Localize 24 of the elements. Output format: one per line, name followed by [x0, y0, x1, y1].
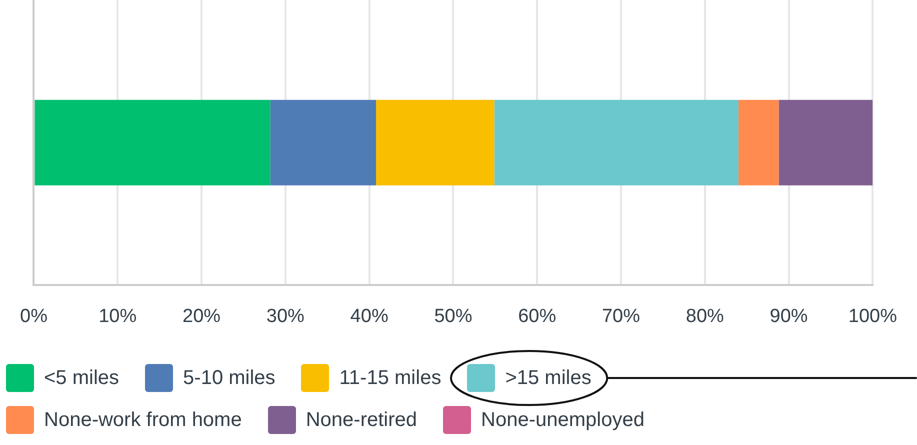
- x-tick-label: 50%: [434, 306, 472, 327]
- legend-label: 5-10 miles: [183, 366, 276, 390]
- x-tick-label: 30%: [266, 306, 305, 327]
- bar: [376, 100, 494, 186]
- x-tick-label: 70%: [602, 306, 640, 327]
- legend-label: <5 miles: [44, 366, 120, 390]
- legend-label: 11-15 miles: [339, 366, 442, 390]
- x-tick-label: 40%: [350, 306, 388, 327]
- legend-label: None-unemployed: [481, 408, 644, 432]
- x-tick-label: 0%: [20, 306, 48, 327]
- legend-label: >15 miles: [505, 366, 592, 390]
- x-tick-label: 80%: [686, 306, 724, 327]
- x-tick-label: 60%: [518, 306, 556, 327]
- bar: [738, 100, 779, 186]
- bar: [778, 100, 873, 186]
- x-tick-label: 20%: [182, 306, 221, 327]
- legend-label: None-retired: [306, 408, 418, 432]
- x-tick-label: 10%: [98, 306, 137, 327]
- bar: [34, 100, 270, 186]
- x-tick-label: 100%: [848, 306, 898, 327]
- bar: [494, 100, 738, 186]
- x-tick-label: 90%: [770, 306, 808, 327]
- legend-label: None-work from home: [44, 408, 242, 432]
- bar: [270, 100, 376, 186]
